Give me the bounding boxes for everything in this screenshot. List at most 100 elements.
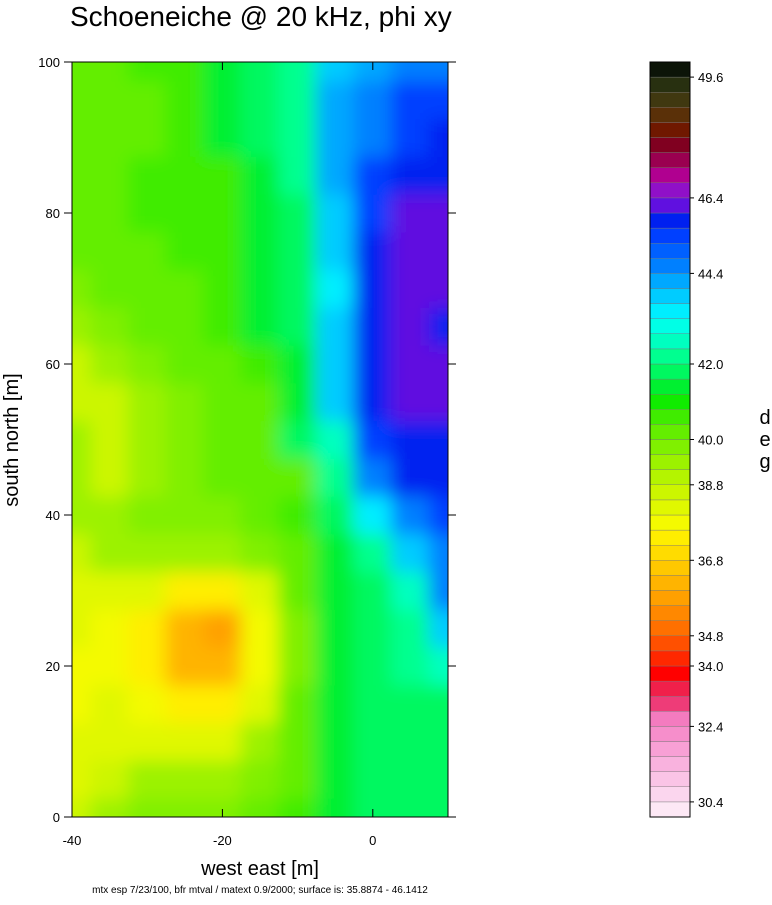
- field-cell: [428, 155, 448, 195]
- field-cell: [353, 118, 393, 157]
- field-cell: [428, 382, 448, 422]
- field-cell: [428, 646, 448, 686]
- field-cell: [353, 457, 393, 497]
- field-cell: [240, 533, 280, 573]
- field-cell: [278, 80, 317, 120]
- field-cell: [127, 608, 167, 648]
- field-cell: [353, 344, 393, 384]
- field-cell: [278, 420, 317, 459]
- colorbar-band: [649, 756, 691, 772]
- field-cell: [203, 571, 242, 610]
- field-cell: [127, 646, 167, 686]
- colorbar-band: [649, 786, 691, 803]
- field-cell: [315, 684, 355, 724]
- field-cell: [353, 533, 393, 573]
- field-cell: [315, 80, 355, 120]
- field-cell: [240, 759, 280, 799]
- field-cell: [90, 684, 129, 724]
- field-cell: [391, 571, 430, 610]
- colorbar-band: [649, 665, 691, 682]
- colorbar-band: [649, 61, 691, 78]
- colorbar-band: [649, 122, 691, 138]
- field-cell: [240, 269, 280, 308]
- field-cell: [90, 269, 129, 308]
- colorbar-tick-label: 40.0: [698, 433, 723, 448]
- x-tick-label: -40: [63, 833, 82, 848]
- field-cell: [278, 608, 317, 648]
- field-cell: [165, 684, 205, 724]
- field-cell: [203, 193, 242, 233]
- field-cell: [165, 118, 205, 157]
- field-cell: [278, 571, 317, 610]
- colorbar-band: [649, 258, 691, 274]
- field-cell: [240, 80, 280, 120]
- field-cell: [240, 608, 280, 648]
- field-cell: [391, 382, 430, 422]
- field-cell: [72, 759, 92, 799]
- field-cell: [90, 231, 129, 271]
- field-cell: [90, 382, 129, 422]
- field-cell: [72, 269, 92, 308]
- field-cell: [90, 646, 129, 686]
- colorbar-band: [649, 529, 691, 546]
- field-cell: [203, 155, 242, 195]
- field-cell: [315, 269, 355, 308]
- field-cell: [315, 382, 355, 422]
- field-cell: [203, 80, 242, 120]
- field-cell: [391, 722, 430, 761]
- field-cell: [391, 193, 430, 233]
- field-cell: [72, 80, 92, 120]
- field-cell: [90, 306, 129, 346]
- x-tick-label: 0: [369, 833, 376, 848]
- field-cell: [203, 231, 242, 271]
- field-cell: [428, 722, 448, 761]
- field-cell: [165, 797, 205, 817]
- colorbar-band: [649, 635, 691, 652]
- field-cell: [165, 759, 205, 799]
- field-cell: [353, 646, 393, 686]
- field-cell: [165, 80, 205, 120]
- field-cell: [72, 722, 92, 761]
- field-cell: [165, 306, 205, 346]
- colorbar-band: [649, 696, 691, 712]
- field-cell: [391, 155, 430, 195]
- field-cell: [278, 797, 317, 817]
- colorbar-band: [649, 711, 691, 727]
- field-cell: [315, 155, 355, 195]
- field-cell: [391, 269, 430, 308]
- colorbar-band: [649, 424, 691, 440]
- colorbar-band: [649, 107, 691, 123]
- field-cell: [72, 646, 92, 686]
- field-cell: [428, 457, 448, 497]
- field-cell: [90, 155, 129, 195]
- field-cell: [428, 80, 448, 120]
- field-cell: [127, 269, 167, 308]
- field-cell: [72, 495, 92, 535]
- field-cell: [90, 722, 129, 761]
- field-cell: [315, 344, 355, 384]
- field-cell: [72, 155, 92, 195]
- field-cell: [353, 797, 393, 817]
- colorbar-band: [649, 484, 691, 501]
- field-cell: [278, 533, 317, 573]
- field-cell: [203, 62, 242, 82]
- field-cell: [391, 344, 430, 384]
- field-cell: [127, 457, 167, 497]
- field-cell: [240, 646, 280, 686]
- field-cell: [127, 80, 167, 120]
- field-cell: [72, 382, 92, 422]
- colorbar-band: [649, 680, 691, 697]
- field-cell: [353, 193, 393, 233]
- field-cell: [127, 344, 167, 384]
- field-cell: [203, 722, 242, 761]
- field-cell: [165, 155, 205, 195]
- field-cell: [240, 62, 280, 82]
- field-cell: [203, 420, 242, 459]
- field-cell: [278, 722, 317, 761]
- colorbar-band: [649, 650, 691, 667]
- field-cell: [353, 269, 393, 308]
- field-cell: [203, 457, 242, 497]
- field-cell: [278, 155, 317, 195]
- field-cell: [72, 797, 92, 817]
- colorbar-tick-label: 34.8: [698, 629, 723, 644]
